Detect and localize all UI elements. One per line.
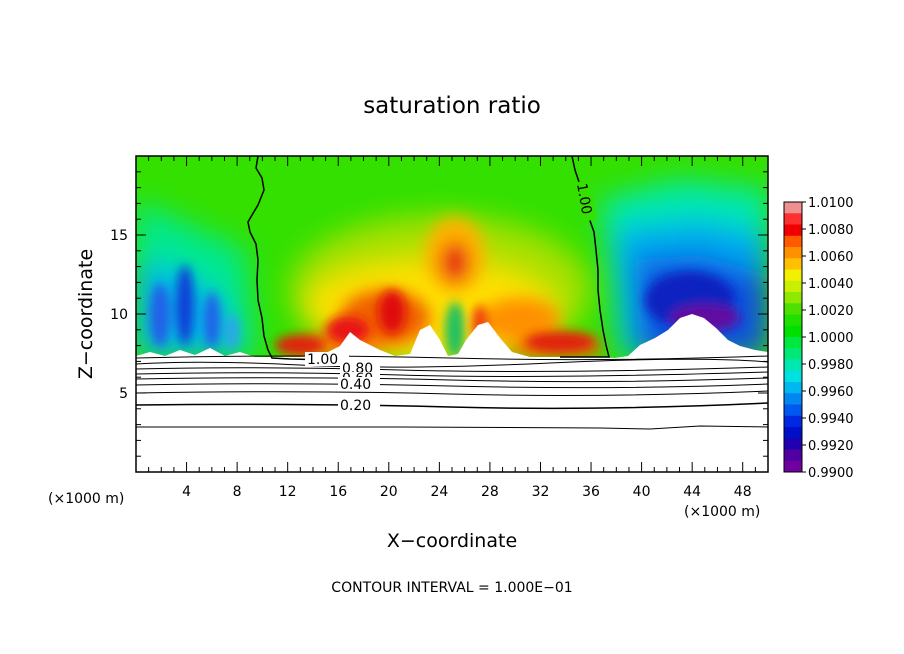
colorbar-swatch (784, 415, 802, 428)
colorbar-swatch (784, 382, 802, 394)
colorbar-swatch (784, 370, 802, 383)
colorbar-swatch (784, 460, 802, 473)
x-tick-label: 44 (683, 484, 701, 500)
y-unit-label: (×1000 m) (48, 491, 124, 507)
colorbar-label: 0.9960 (808, 385, 854, 400)
colorbar-swatch (784, 337, 802, 349)
contour-1.00-left (247, 155, 331, 361)
x-tick-label: 16 (329, 484, 347, 500)
x-ticks: 4 8 12 16 20 24 28 32 36 40 44 48 (148, 156, 756, 500)
contour-0.20 (135, 402, 769, 410)
colorbar-label: 0.9900 (808, 466, 854, 481)
colorbar-swatch (784, 292, 802, 304)
x-tick-label: 4 (182, 484, 191, 500)
colorbar: 1.0100 1.0080 1.0060 1.0040 1.0020 1.0000 0.99… (783, 196, 854, 481)
x-tick-label: 40 (633, 484, 651, 500)
contour-0.60 (135, 377, 769, 383)
colorbar-swatch (784, 449, 802, 462)
contour-label-1.00-rotated: 1.00 (573, 182, 594, 215)
colorbar-label: 0.9980 (808, 358, 854, 373)
colorbar-label: 0.9940 (808, 412, 854, 427)
x-tick-label: 24 (430, 484, 448, 500)
contour-label-0.40: 0.40 (340, 377, 371, 393)
colorbar-swatch (784, 427, 802, 439)
contour-labels: 1.00 0.80 0.60 0.40 0.20 1.00 (305, 179, 597, 414)
x-tick-label: 32 (532, 484, 550, 500)
colorbar-swatch (784, 359, 802, 372)
heatmap-field (136, 156, 768, 472)
colorbar-swatch (784, 325, 802, 338)
colorbar-label: 1.0080 (808, 223, 854, 238)
colorbar-label: 1.0100 (808, 196, 854, 211)
contour-0.80 (135, 366, 769, 372)
colorbar-swatch (784, 202, 802, 214)
contour-lines (135, 155, 769, 430)
colorbar-label: 1.0040 (808, 277, 854, 292)
x-tick-label: 20 (380, 484, 398, 500)
colorbar-swatch (784, 224, 802, 237)
colorbar-swatch (784, 235, 802, 248)
colorbar-swatch (784, 393, 802, 405)
contour-label-1.00: 1.00 (307, 352, 338, 368)
colorbar-label: 0.9920 (808, 439, 854, 454)
colorbar-label: 1.0020 (808, 304, 854, 319)
colorbar-label: 1.0000 (808, 331, 854, 346)
colorbar-swatch (784, 269, 802, 282)
colorbar-swatch (784, 213, 802, 225)
y-tick-label: 5 (119, 386, 128, 402)
contour-0.40 (135, 390, 769, 396)
contour-interval-note: CONTOUR INTERVAL = 1.000E−01 (331, 580, 572, 596)
x-tick-label: 48 (734, 484, 752, 500)
y-axis-label: Z−coordinate (75, 249, 97, 379)
y-tick-label: 10 (110, 307, 128, 323)
x-unit-label: (×1000 m) (684, 504, 760, 520)
colorbar-swatch (784, 303, 802, 315)
x-tick-label: 36 (582, 484, 600, 500)
colorbar-swatch (784, 280, 802, 293)
colorbar-swatch (784, 314, 802, 327)
contour-label-0.20: 0.20 (340, 398, 371, 414)
x-axis-label: X−coordinate (387, 530, 517, 552)
y-tick-label: 15 (110, 228, 128, 244)
colorbar-swatch (784, 348, 802, 360)
x-tick-label: 28 (481, 484, 499, 500)
colorbar-swatch (784, 247, 802, 259)
x-tick-label: 12 (279, 484, 297, 500)
y-ticks: 5 10 15 (110, 171, 768, 457)
chart-title: saturation ratio (363, 93, 541, 119)
colorbar-swatch (784, 258, 802, 270)
colorbar-swatch (784, 438, 802, 450)
colorbar-swatch (784, 404, 802, 417)
x-tick-label: 8 (233, 484, 242, 500)
colorbar-label: 1.0060 (808, 250, 854, 265)
